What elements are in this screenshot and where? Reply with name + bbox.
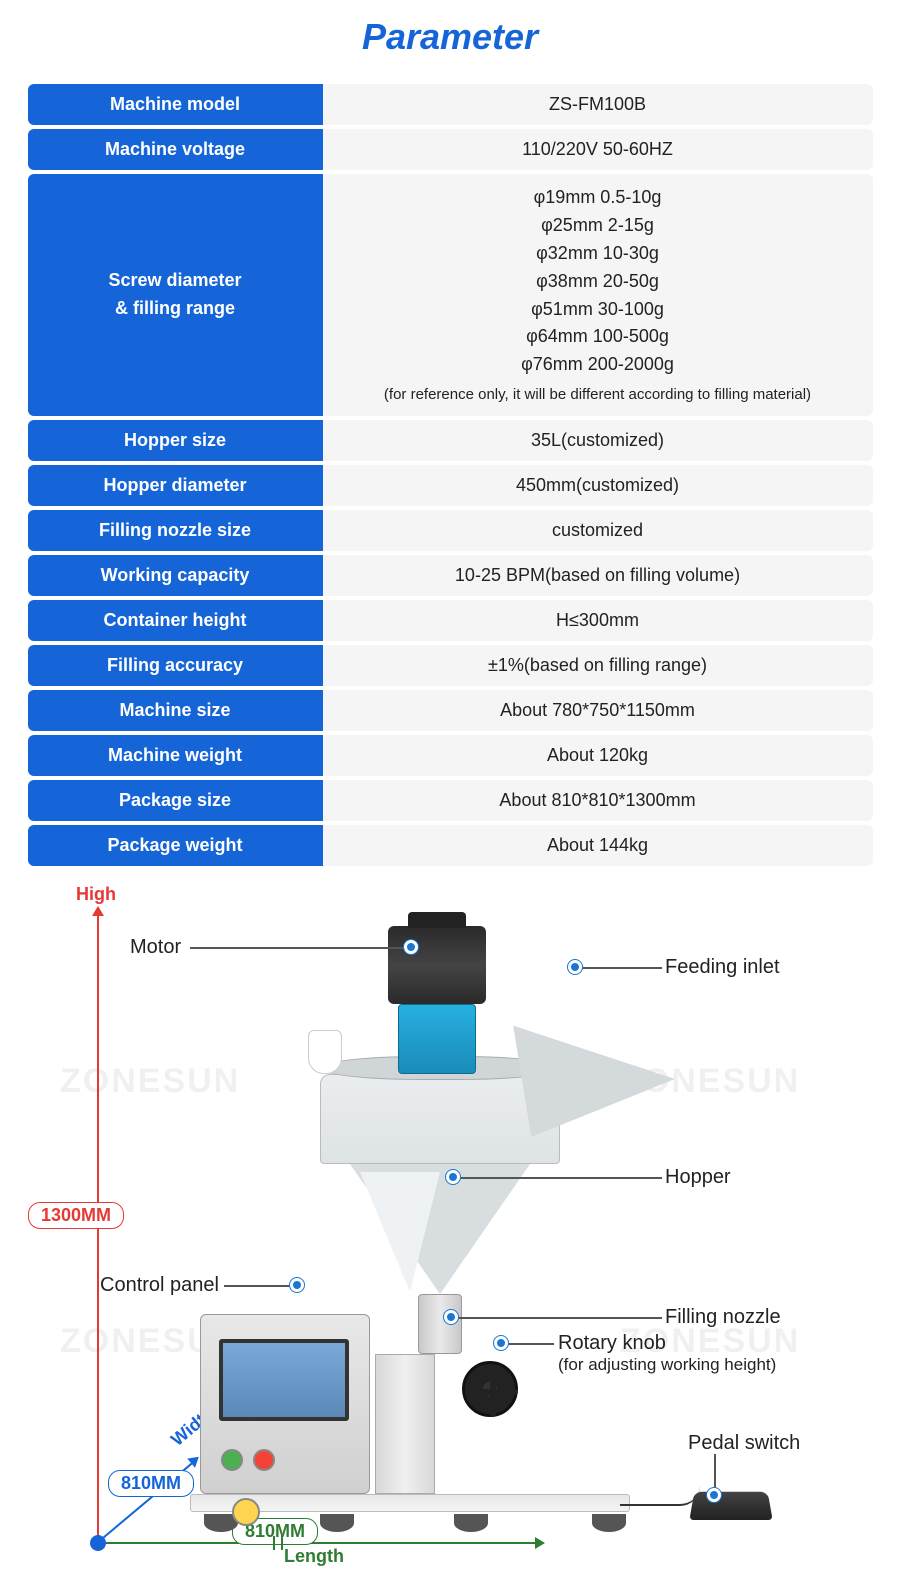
pedal-cable [620, 1486, 700, 1506]
param-value: customized [323, 510, 873, 551]
param-value: φ19mm 0.5-10g φ25mm 2-15g φ32mm 10-30g φ… [323, 174, 873, 416]
param-value: About 780*750*1150mm [323, 690, 873, 731]
param-value: ZS-FM100B [323, 84, 873, 125]
callout-hopper: Hopper [665, 1166, 731, 1189]
foot [592, 1514, 626, 1532]
axis-line-high [97, 916, 99, 1542]
axis-label-length: Length [284, 1546, 344, 1567]
table-row: Hopper size 35L(customized) [28, 420, 873, 461]
param-label: Machine size [28, 690, 323, 731]
machine-illustration [200, 912, 620, 1532]
range-line: φ19mm 0.5-10g [331, 184, 865, 212]
param-label: Package weight [28, 825, 323, 866]
tick-mark [273, 1536, 275, 1550]
param-label: Container height [28, 600, 323, 641]
arrow-right-icon [535, 1537, 545, 1549]
rotary-knob-part [462, 1361, 518, 1417]
param-label: Machine voltage [28, 129, 323, 170]
param-value: 35L(customized) [323, 420, 873, 461]
air-filter [308, 1030, 342, 1074]
range-note: (for reference only, it will be differen… [331, 383, 865, 406]
tick-mark [281, 1536, 283, 1550]
table-row: Machine weight About 120kg [28, 735, 873, 776]
stop-button-icon [253, 1449, 275, 1471]
table-row: Package weight About 144kg [28, 825, 873, 866]
parameter-table: Machine model ZS-FM100B Machine voltage … [28, 80, 873, 870]
param-value: 450mm(customized) [323, 465, 873, 506]
table-row: Screw diameter & filling range φ19mm 0.5… [28, 174, 873, 416]
callout-subtext: (for adjusting working height) [558, 1355, 776, 1375]
table-body: Machine model ZS-FM100B Machine voltage … [28, 84, 873, 866]
table-row: Machine size About 780*750*1150mm [28, 690, 873, 731]
callout-text: Rotary knob [558, 1332, 666, 1354]
start-button-icon [221, 1449, 243, 1471]
param-label: Hopper diameter [28, 465, 323, 506]
motor-part [388, 926, 486, 1004]
machine-diagram: ZONESUN ZONESUN ZONESUN ZONESUN High 130… [0, 882, 900, 1572]
leader-line [454, 1317, 662, 1319]
support-column [375, 1354, 435, 1494]
leader-line [456, 1177, 662, 1179]
callout-filling-nozzle: Filling nozzle [665, 1306, 781, 1329]
touch-screen [219, 1339, 349, 1421]
motor-cap [408, 912, 466, 928]
param-value: About 144kg [323, 825, 873, 866]
estop-button-icon [232, 1498, 260, 1526]
table-row: Machine model ZS-FM100B [28, 84, 873, 125]
leader-line [504, 1343, 554, 1345]
pedal-switch-part [689, 1492, 772, 1520]
leader-line [578, 967, 662, 969]
page-title: Parameter [0, 0, 900, 80]
origin-dot [90, 1535, 106, 1551]
callout-control-panel: Control panel [100, 1274, 219, 1297]
table-row: Working capacity 10-25 BPM(based on fill… [28, 555, 873, 596]
callout-feeding-inlet: Feeding inlet [665, 956, 780, 979]
table-row: Container height H≤300mm [28, 600, 873, 641]
mixer-housing [398, 1004, 476, 1074]
callout-pedal-switch: Pedal switch [688, 1432, 800, 1455]
table-row: Package size About 810*810*1300mm [28, 780, 873, 821]
table-row: Machine voltage 110/220V 50-60HZ [28, 129, 873, 170]
control-box [200, 1314, 370, 1494]
param-label: Working capacity [28, 555, 323, 596]
arrow-up-icon [92, 906, 104, 916]
param-label: Package size [28, 780, 323, 821]
param-label: Filling nozzle size [28, 510, 323, 551]
param-value: 110/220V 50-60HZ [323, 129, 873, 170]
callout-motor: Motor [130, 936, 181, 959]
range-line: φ38mm 20-50g [331, 268, 865, 296]
table-row: Filling nozzle size customized [28, 510, 873, 551]
table-row: Hopper diameter 450mm(customized) [28, 465, 873, 506]
leader-line [224, 1285, 296, 1287]
leader-line [190, 947, 410, 949]
range-line: φ25mm 2-15g [331, 212, 865, 240]
param-label: Hopper size [28, 420, 323, 461]
param-value: 10-25 BPM(based on filling volume) [323, 555, 873, 596]
label-line2: & filling range [115, 298, 235, 318]
param-label: Machine model [28, 84, 323, 125]
param-label: Machine weight [28, 735, 323, 776]
param-label: Filling accuracy [28, 645, 323, 686]
range-line: φ76mm 200-2000g [331, 351, 865, 379]
param-value: About 120kg [323, 735, 873, 776]
range-line: φ32mm 10-30g [331, 240, 865, 268]
param-value: About 810*810*1300mm [323, 780, 873, 821]
axis-line-length [97, 1542, 535, 1544]
param-value: H≤300mm [323, 600, 873, 641]
hopper-shine [360, 1172, 440, 1292]
table-row: Filling accuracy ±1%(based on filling ra… [28, 645, 873, 686]
range-line: φ51mm 30-100g [331, 296, 865, 324]
axis-label-high: High [76, 884, 116, 905]
range-line: φ64mm 100-500g [331, 323, 865, 351]
param-value: ±1%(based on filling range) [323, 645, 873, 686]
label-line1: Screw diameter [108, 270, 241, 290]
dimension-high: 1300MM [28, 1202, 124, 1229]
filling-nozzle-part [418, 1294, 462, 1354]
foot [454, 1514, 488, 1532]
param-label: Screw diameter & filling range [28, 174, 323, 416]
foot [320, 1514, 354, 1532]
callout-rotary-knob: Rotary knob (for adjusting working heigh… [558, 1332, 776, 1375]
dimension-width: 810MM [108, 1470, 194, 1497]
